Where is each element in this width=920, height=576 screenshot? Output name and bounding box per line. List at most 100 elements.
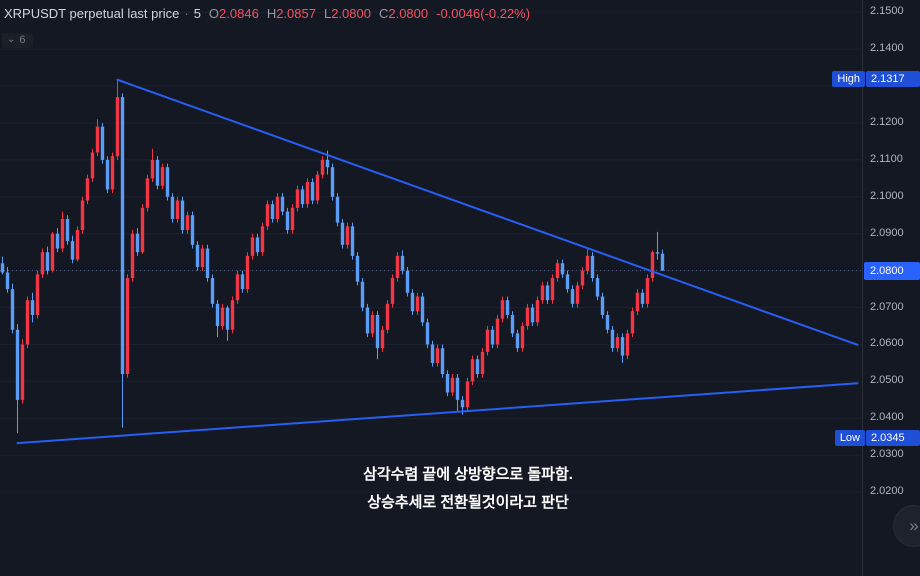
candle-body <box>210 278 215 304</box>
candle-body <box>215 303 220 327</box>
candle-body <box>515 333 520 349</box>
candle-body <box>455 377 460 400</box>
candle-body <box>435 348 440 363</box>
candle-body <box>530 307 535 323</box>
candle-body <box>650 252 655 279</box>
candle-body <box>485 329 490 352</box>
candle-body <box>220 307 225 327</box>
candle-body <box>310 182 315 201</box>
price-axis-label: 2.1000 <box>870 190 904 202</box>
candle-body <box>630 311 635 334</box>
candle-body <box>465 381 470 408</box>
candle-body <box>25 300 30 345</box>
candle-body <box>190 215 195 245</box>
candle-body <box>195 244 200 267</box>
candle-body <box>635 292 640 312</box>
candle-body <box>50 233 55 271</box>
candle-body <box>590 255 595 279</box>
candle-body <box>35 274 40 315</box>
price-axis-label: 2.0200 <box>870 485 904 497</box>
candle-body <box>95 126 100 153</box>
candle-body <box>420 296 425 323</box>
candle-body <box>320 159 325 175</box>
legend-collapse-button[interactable]: ⌄ 6 <box>2 33 33 48</box>
descending-resistance-trendline[interactable] <box>116 78 859 346</box>
candle-body <box>235 274 240 301</box>
candle-body <box>285 211 290 231</box>
candle-body <box>570 289 575 304</box>
price-scale[interactable]: 2.1500 2.1400 2.1200 2.1100 2.1000 2.0900 2.07… <box>832 0 920 576</box>
ascending-support-trendline[interactable] <box>16 382 859 445</box>
candlestick-plot[interactable] <box>0 0 862 576</box>
candle-body <box>125 278 130 375</box>
candle-body <box>405 270 410 293</box>
price-axis-label: 2.0600 <box>870 337 904 349</box>
candle-body <box>145 178 150 208</box>
candle-body <box>390 278 395 304</box>
candle-body <box>565 274 570 290</box>
price-axis-label: 2.1500 <box>870 5 904 17</box>
candle-body <box>605 314 610 330</box>
high-value-badge: 2.1317 <box>866 71 920 87</box>
candle-body <box>620 337 625 356</box>
candle-body <box>300 189 305 205</box>
ohlc-high: H2.0857 <box>266 6 316 21</box>
candle-body <box>0 263 5 273</box>
candle-body <box>615 337 620 349</box>
candle-body <box>410 292 415 312</box>
candle-body <box>260 226 265 253</box>
candle-body <box>205 248 210 279</box>
candle-body <box>185 215 190 231</box>
candle-body <box>335 196 340 223</box>
text-drawing-annotation[interactable]: 삼각수렴 끝에 상방향으로 돌파함. 상승추세로 전환될것이라고 판단 <box>298 461 638 517</box>
price-axis-label: 2.1100 <box>870 153 903 165</box>
candle-body <box>350 226 355 256</box>
last-price-label: 2.0800 <box>864 262 920 280</box>
candle-body <box>340 222 345 245</box>
candle-body <box>315 174 320 201</box>
candle-body <box>60 218 65 249</box>
candle-body <box>475 359 480 375</box>
hidden-items-count: 6 <box>19 34 26 46</box>
candle-body <box>150 159 155 179</box>
candle-body <box>555 263 560 279</box>
price-axis-label: 2.0300 <box>870 448 904 460</box>
candle-body <box>545 285 550 301</box>
candle-body <box>645 278 650 304</box>
symbol-title[interactable]: XRPUSDT perpetual last price <box>4 6 180 21</box>
legend-separator: · <box>184 6 189 21</box>
double-chevron-right-icon: » <box>909 516 919 535</box>
candle-body <box>80 200 85 231</box>
price-axis-label: 2.0900 <box>870 227 904 239</box>
candle-body <box>55 233 60 249</box>
interval-label[interactable]: 5 <box>193 6 201 21</box>
candle-body <box>655 252 660 254</box>
candle-body <box>105 159 110 190</box>
candle-body <box>495 318 500 345</box>
candle-body <box>120 97 125 375</box>
candle-body <box>660 253 665 271</box>
candle-body <box>30 300 35 315</box>
candle-body <box>400 255 405 271</box>
candle-body <box>330 167 335 197</box>
candle-body <box>20 344 25 400</box>
candle-body <box>490 329 495 345</box>
symbol-legend[interactable]: XRPUSDT perpetual last price · 5 O2.0846… <box>4 6 530 21</box>
candle-body <box>610 329 615 349</box>
candle-body <box>480 351 485 375</box>
candle-body <box>305 182 310 205</box>
candle-body <box>240 274 245 290</box>
candle-body <box>385 303 390 330</box>
candle-body <box>180 200 185 231</box>
candle-body <box>45 252 50 271</box>
candle-body <box>130 233 135 279</box>
candle-body <box>360 281 365 308</box>
candle-body <box>250 237 255 256</box>
candle-body <box>395 255 400 279</box>
candle-body <box>270 204 275 219</box>
candle-body <box>115 97 120 157</box>
candle-body <box>165 167 170 197</box>
candle-body <box>85 178 90 201</box>
candle-body <box>560 263 565 275</box>
